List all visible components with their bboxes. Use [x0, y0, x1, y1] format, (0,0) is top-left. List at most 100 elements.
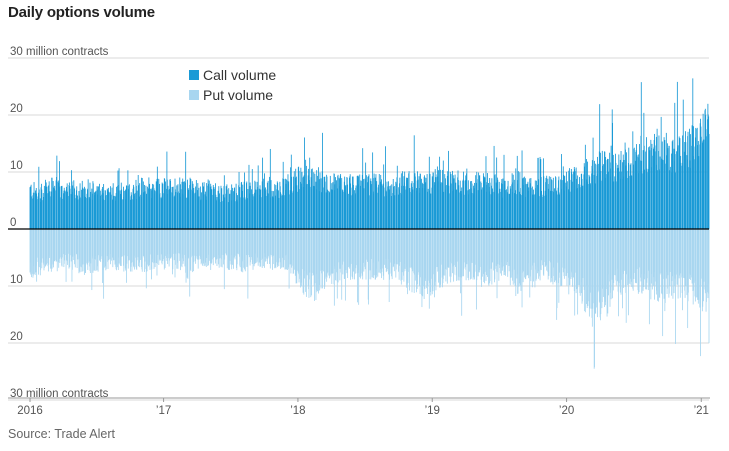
- put-bar: [546, 229, 548, 271]
- put-bar: [121, 229, 123, 257]
- put-bar: [626, 229, 627, 275]
- put-bar: [667, 229, 669, 276]
- call-bar: [633, 147, 635, 229]
- call-bar: [368, 174, 370, 229]
- put-bar: [152, 229, 153, 263]
- put-bar: [244, 229, 246, 272]
- call-bar: [389, 189, 390, 229]
- put-bar: [304, 229, 305, 279]
- call-bar: [566, 181, 568, 229]
- put-bar: [337, 229, 339, 283]
- put-bar: [288, 229, 290, 289]
- put-bar: [394, 229, 396, 264]
- x-tick-label-2018: ’18: [290, 405, 305, 417]
- put-bar: [239, 229, 241, 268]
- call-bar: [700, 136, 702, 229]
- call-bar: [407, 178, 409, 229]
- put-bar: [283, 229, 285, 261]
- call-bar: [31, 196, 32, 229]
- put-bar: [577, 229, 579, 315]
- put-bar: [381, 229, 383, 272]
- call-bar: [662, 159, 664, 229]
- put-bar: [383, 229, 385, 265]
- call-bar: [141, 177, 143, 229]
- call-bar: [136, 190, 138, 229]
- call-bar: [301, 171, 303, 229]
- put-bar: [651, 229, 653, 290]
- call-bar: [306, 184, 308, 229]
- call-bar: [521, 150, 523, 229]
- put-bar: [172, 229, 174, 254]
- call-bar: [36, 193, 38, 229]
- put-bar: [206, 229, 208, 258]
- put-bar: [59, 229, 61, 263]
- call-bar: [319, 172, 321, 229]
- put-bar: [672, 229, 674, 299]
- options-volume-chart: 30 million contracts 20 10 0 10 20 30 million …: [8, 46, 710, 417]
- call-bar: [105, 195, 107, 229]
- call-bar: [484, 177, 486, 229]
- put-bar: [231, 229, 233, 265]
- put-bar: [162, 229, 164, 262]
- call-bar: [342, 191, 344, 229]
- put-bar: [515, 229, 517, 297]
- call-bar: [376, 181, 378, 229]
- put-bar: [615, 229, 617, 286]
- call-bar: [221, 201, 223, 229]
- put-bar: [175, 229, 177, 254]
- put-bar: [38, 229, 40, 268]
- put-bar: [149, 229, 151, 270]
- put-bar: [551, 229, 553, 282]
- put-bar: [141, 229, 143, 272]
- y-axis-labels: 30 million contracts 20 10 0 10 20 30 million …: [10, 46, 109, 400]
- put-bar: [698, 229, 700, 300]
- put-bar: [474, 229, 475, 280]
- put-bar: [273, 229, 275, 256]
- put-bar: [458, 229, 460, 281]
- put-bar: [396, 229, 398, 265]
- call-bar: [692, 78, 694, 230]
- call-bar: [46, 186, 48, 229]
- put-bar: [559, 229, 561, 273]
- put-bar: [322, 229, 324, 289]
- put-bar: [574, 229, 576, 273]
- put-bar: [492, 229, 494, 262]
- put-bar: [268, 229, 269, 256]
- put-bar: [594, 229, 595, 368]
- call-bar: [69, 188, 71, 229]
- call-bar: [396, 165, 398, 229]
- put-bar: [489, 229, 491, 282]
- put-bar: [139, 229, 141, 268]
- call-bar: [499, 191, 501, 229]
- call-bar: [167, 185, 169, 229]
- put-bar: [79, 229, 81, 267]
- call-bar: [229, 193, 231, 229]
- call-bar: [90, 191, 92, 229]
- put-bar: [270, 229, 272, 256]
- call-bar: [613, 181, 615, 229]
- call-bar: [391, 193, 393, 229]
- put-bar: [639, 229, 640, 268]
- call-bar: [497, 179, 499, 229]
- call-bar: [399, 177, 401, 229]
- call-bar: [468, 189, 470, 229]
- put-bar: [252, 229, 254, 270]
- call-bar: [533, 194, 535, 229]
- put-bar: [64, 229, 66, 255]
- call-bar: [262, 157, 264, 229]
- call-bar: [152, 183, 153, 229]
- put-bar: [530, 229, 532, 270]
- call-bar: [685, 142, 687, 229]
- call-bar: [103, 184, 105, 229]
- call-bar: [657, 170, 658, 229]
- call-bar: [250, 185, 251, 229]
- call-bar: [309, 157, 311, 229]
- put-bar: [247, 229, 249, 299]
- call-bar: [175, 192, 177, 229]
- call-bar: [198, 187, 200, 229]
- put-bar: [461, 229, 463, 316]
- call-bar: [461, 187, 463, 229]
- call-bar: [304, 137, 305, 229]
- put-bar: [535, 229, 537, 279]
- call-bar: [409, 191, 411, 229]
